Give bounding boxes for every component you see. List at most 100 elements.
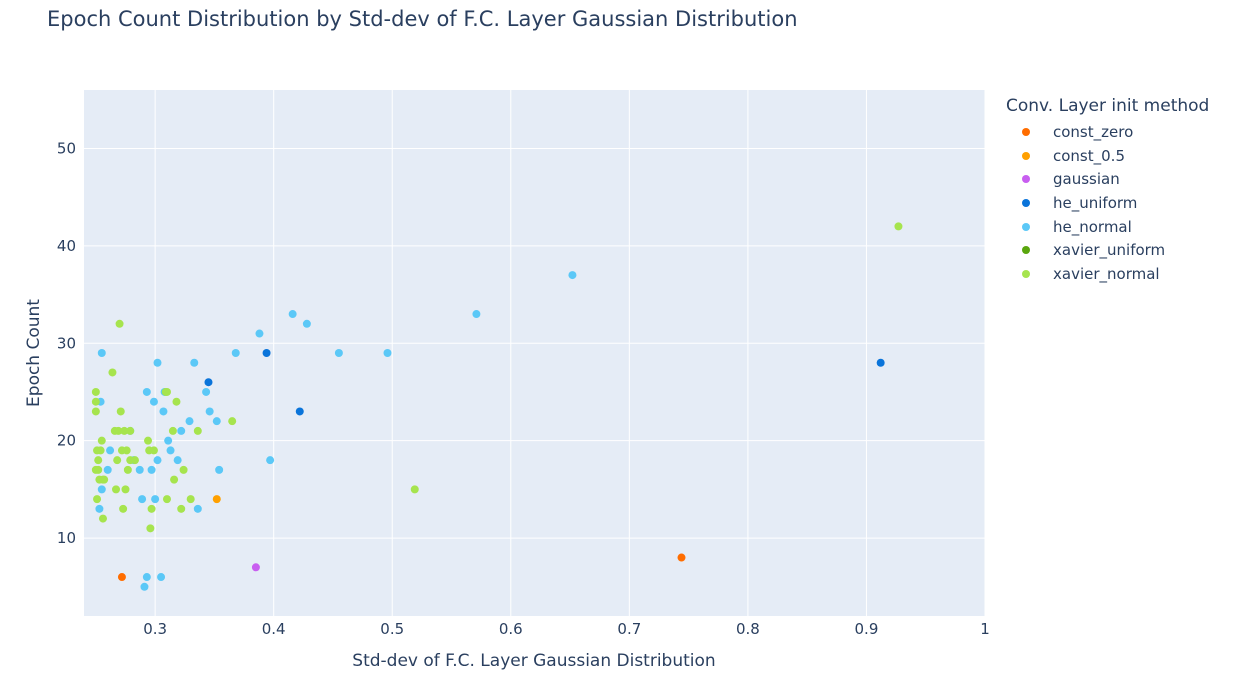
- data-point-xavier_normal[interactable]: [894, 222, 903, 231]
- x-tick-label: 0.4: [262, 620, 286, 638]
- data-point-he_normal[interactable]: [97, 485, 106, 494]
- legend-label: const_zero: [1053, 122, 1134, 141]
- data-point-const_zero[interactable]: [677, 553, 686, 562]
- data-point-xavier_normal[interactable]: [98, 514, 107, 523]
- data-point-he_normal[interactable]: [288, 310, 297, 319]
- data-point-xavier_normal[interactable]: [94, 456, 103, 465]
- data-point-he_normal[interactable]: [151, 495, 160, 504]
- data-point-const_0.5[interactable]: [212, 495, 221, 504]
- legend-item-const_0.5[interactable]: const_0.5: [1006, 144, 1209, 168]
- y-tick-label: 30: [57, 334, 76, 352]
- data-point-he_normal[interactable]: [97, 349, 106, 357]
- data-point-xavier_normal[interactable]: [170, 475, 179, 484]
- data-point-he_normal[interactable]: [212, 417, 221, 426]
- data-point-xavier_normal[interactable]: [108, 368, 117, 377]
- data-point-he_normal[interactable]: [568, 271, 577, 280]
- data-point-he_normal[interactable]: [135, 465, 144, 474]
- data-point-xavier_normal[interactable]: [179, 465, 188, 474]
- data-point-he_normal[interactable]: [302, 319, 311, 328]
- data-point-xavier_normal[interactable]: [91, 387, 100, 396]
- data-point-he_normal[interactable]: [166, 446, 175, 455]
- data-point-he_normal[interactable]: [138, 495, 147, 504]
- legend-item-xavier_uniform[interactable]: xavier_uniform: [1006, 238, 1209, 262]
- data-point-he_normal[interactable]: [140, 582, 149, 591]
- data-point-he_normal[interactable]: [177, 426, 186, 435]
- legend-item-xavier_normal[interactable]: xavier_normal: [1006, 262, 1209, 286]
- data-point-he_normal[interactable]: [202, 387, 211, 396]
- data-point-he_normal[interactable]: [157, 573, 166, 582]
- data-point-he_normal[interactable]: [149, 397, 158, 406]
- legend-item-const_zero[interactable]: const_zero: [1006, 120, 1209, 144]
- data-point-xavier_normal[interactable]: [122, 446, 131, 455]
- legend-item-he_uniform[interactable]: he_uniform: [1006, 191, 1209, 215]
- data-point-he_normal[interactable]: [159, 407, 168, 416]
- legend-item-gaussian[interactable]: gaussian: [1006, 167, 1209, 191]
- data-point-he_normal[interactable]: [334, 349, 343, 357]
- data-point-xavier_normal[interactable]: [116, 407, 125, 416]
- legend-item-he_normal[interactable]: he_normal: [1006, 215, 1209, 239]
- data-point-he_normal[interactable]: [95, 504, 104, 513]
- data-point-xavier_normal[interactable]: [130, 456, 139, 465]
- data-point-xavier_normal[interactable]: [115, 319, 124, 328]
- data-point-xavier_normal[interactable]: [100, 475, 109, 484]
- data-point-he_uniform[interactable]: [204, 378, 213, 387]
- data-point-he_normal[interactable]: [153, 456, 162, 465]
- data-point-xavier_normal[interactable]: [410, 485, 419, 494]
- data-point-xavier_normal[interactable]: [168, 426, 177, 435]
- data-point-xavier_normal[interactable]: [149, 446, 158, 455]
- y-tick-label: 40: [57, 237, 76, 255]
- data-point-xavier_normal[interactable]: [144, 436, 153, 445]
- data-point-xavier_normal[interactable]: [177, 504, 186, 513]
- data-point-he_normal[interactable]: [103, 465, 112, 474]
- data-point-xavier_normal[interactable]: [119, 504, 128, 513]
- data-point-he_uniform[interactable]: [262, 349, 271, 357]
- data-point-xavier_normal[interactable]: [120, 426, 129, 435]
- y-tick-label: 20: [57, 432, 76, 450]
- data-point-he_normal[interactable]: [185, 417, 194, 426]
- data-point-xavier_normal[interactable]: [96, 446, 105, 455]
- data-point-he_normal[interactable]: [147, 465, 156, 474]
- data-point-xavier_normal[interactable]: [228, 417, 237, 426]
- data-point-xavier_normal[interactable]: [112, 485, 121, 494]
- series-gaussian: [251, 563, 260, 572]
- data-point-he_normal[interactable]: [153, 358, 162, 367]
- data-point-xavier_normal[interactable]: [123, 465, 132, 474]
- data-point-he_normal[interactable]: [205, 407, 214, 416]
- data-point-he_uniform[interactable]: [295, 407, 304, 416]
- data-point-he_normal[interactable]: [164, 436, 173, 445]
- data-point-const_zero[interactable]: [117, 573, 126, 582]
- legend-marker-icon: [1022, 127, 1030, 136]
- grid-lines: [84, 90, 986, 616]
- data-point-xavier_normal[interactable]: [113, 456, 122, 465]
- data-point-he_normal[interactable]: [190, 358, 199, 367]
- data-point-xavier_normal[interactable]: [121, 485, 130, 494]
- data-point-he_normal[interactable]: [383, 349, 392, 357]
- data-point-he_normal[interactable]: [173, 456, 182, 465]
- data-point-he_normal[interactable]: [472, 310, 481, 319]
- data-point-he_normal[interactable]: [142, 387, 151, 396]
- data-point-xavier_normal[interactable]: [147, 504, 156, 513]
- data-point-gaussian[interactable]: [251, 563, 260, 572]
- data-point-he_uniform[interactable]: [876, 358, 885, 367]
- data-point-he_normal[interactable]: [266, 456, 275, 465]
- data-point-he_normal[interactable]: [215, 465, 224, 474]
- data-point-xavier_normal[interactable]: [162, 387, 171, 396]
- data-point-xavier_normal[interactable]: [93, 495, 102, 504]
- data-point-he_normal[interactable]: [193, 504, 202, 513]
- data-point-xavier_normal[interactable]: [193, 426, 202, 435]
- data-point-he_normal[interactable]: [255, 329, 264, 338]
- data-point-xavier_normal[interactable]: [91, 397, 100, 406]
- data-point-xavier_normal[interactable]: [186, 495, 195, 504]
- data-point-xavier_normal[interactable]: [126, 426, 135, 435]
- data-point-xavier_normal[interactable]: [91, 407, 100, 416]
- legend-marker-icon: [1022, 175, 1030, 184]
- data-point-xavier_normal[interactable]: [114, 426, 123, 435]
- data-point-he_normal[interactable]: [106, 446, 115, 455]
- data-point-xavier_normal[interactable]: [162, 495, 171, 504]
- data-point-he_normal[interactable]: [231, 349, 240, 357]
- data-point-he_normal[interactable]: [142, 573, 151, 582]
- data-point-xavier_normal[interactable]: [97, 436, 106, 445]
- data-point-xavier_normal[interactable]: [172, 397, 181, 406]
- data-point-xavier_normal[interactable]: [146, 524, 155, 533]
- data-point-xavier_normal[interactable]: [94, 465, 103, 474]
